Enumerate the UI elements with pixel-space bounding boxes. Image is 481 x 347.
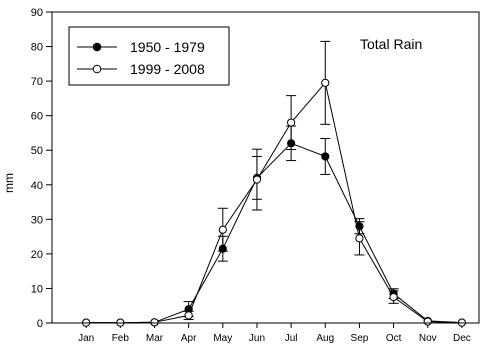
plot-frame bbox=[51, 11, 480, 324]
x-tick-label: May bbox=[213, 333, 232, 344]
data-points bbox=[82, 78, 467, 327]
x-tick-label: Oct bbox=[386, 333, 402, 344]
series-line-0 bbox=[86, 142, 462, 324]
legend-label-1999-2008: 1999 - 2008 bbox=[130, 61, 205, 77]
x-tick-label: Apr bbox=[181, 333, 197, 344]
y-tick-label: 70 bbox=[31, 76, 43, 88]
y-tick-label: 30 bbox=[31, 214, 43, 226]
y-tick-label: 60 bbox=[31, 111, 43, 123]
series-1-point bbox=[287, 118, 296, 127]
series-0-point bbox=[218, 244, 227, 253]
y-tick-label: 80 bbox=[31, 42, 43, 54]
y-tick-label: 90 bbox=[31, 7, 43, 19]
series-1-point bbox=[184, 311, 193, 320]
series-1-point bbox=[389, 292, 398, 302]
y-axis-ticks: 0 10 20 30 40 50 60 70 80 90 bbox=[31, 7, 52, 330]
series-1-point bbox=[252, 175, 262, 184]
x-tick-label: Feb bbox=[112, 333, 130, 344]
legend: 1950 - 1979 1999 - 2008 bbox=[68, 26, 230, 86]
series-lines bbox=[86, 81, 462, 324]
series-0-point bbox=[355, 222, 364, 231]
x-tick-label: Nov bbox=[419, 333, 437, 344]
x-tick-label: Sep bbox=[351, 333, 369, 344]
series-0-point bbox=[321, 152, 330, 161]
legend-box bbox=[68, 26, 230, 86]
y-tick-label: 0 bbox=[37, 318, 43, 330]
x-tick-label: Jun bbox=[249, 333, 265, 344]
x-tick-label: Dec bbox=[453, 333, 471, 344]
series-1-point bbox=[423, 317, 432, 326]
x-tick-label: Jan bbox=[78, 333, 94, 344]
x-tick-label: Mar bbox=[146, 333, 164, 344]
legend-marker-1950-1979 bbox=[92, 42, 102, 52]
series-line-1 bbox=[86, 81, 462, 324]
x-tick-label: Aug bbox=[316, 333, 334, 344]
y-tick-label: 20 bbox=[31, 249, 43, 261]
y-tick-label: 40 bbox=[31, 180, 43, 192]
y-tick-label: 50 bbox=[31, 145, 43, 157]
series-1-point bbox=[218, 225, 227, 234]
legend-label-1950-1979: 1950 - 1979 bbox=[130, 39, 205, 55]
series-1-point bbox=[150, 318, 159, 327]
series-1-point bbox=[321, 78, 330, 87]
x-axis-ticks: Jan Feb Mar Apr May Jun Jul Aug Sep Oct Nov Dec bbox=[78, 323, 471, 344]
series-1-point bbox=[355, 234, 364, 243]
y-axis-label: mm bbox=[2, 173, 16, 193]
legend-marker-1999-2008 bbox=[92, 64, 102, 74]
y-tick-label: 10 bbox=[31, 283, 43, 295]
x-tick-label: Jul bbox=[285, 333, 298, 344]
chart-annotation: Total Rain bbox=[360, 36, 422, 52]
series-0-point bbox=[287, 139, 296, 148]
